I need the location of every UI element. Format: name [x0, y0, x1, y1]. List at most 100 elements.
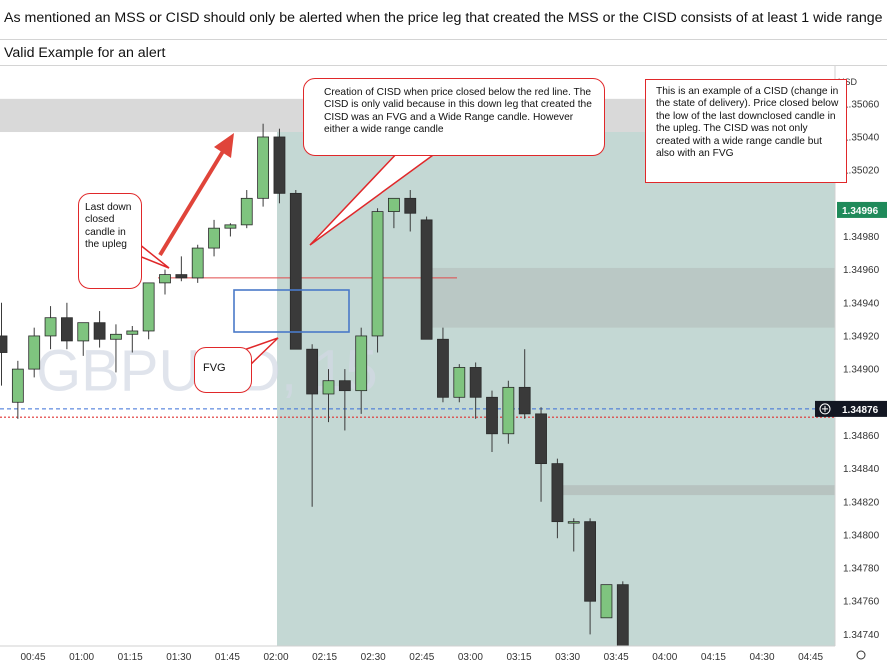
- candle-body: [355, 335, 368, 392]
- candle-body: [306, 348, 319, 395]
- axes: USD 1.35060 1.35040 1.35020 1.34980 1.34960 1.…: [0, 66, 887, 662]
- red-arrow-shaft: [158, 146, 227, 257]
- price-tick-label: 1.34960: [843, 265, 880, 276]
- callout-fvg: FVG: [194, 347, 252, 393]
- price-tick-label: 1.34800: [843, 530, 880, 541]
- candle-body: [469, 367, 482, 398]
- highlight-zone: [277, 132, 835, 647]
- gray-zone-low: [558, 485, 835, 496]
- sheet-row-1[interactable]: As mentioned an MSS or CISD should only …: [0, 0, 887, 40]
- candle-body: [0, 335, 8, 353]
- time-tick-label: 03:45: [604, 652, 629, 662]
- time-tick-label: 01:00: [69, 652, 94, 662]
- price-label-green: 1.34996: [842, 206, 879, 217]
- annotations: [138, 133, 443, 367]
- time-tick-label: 02:15: [312, 652, 337, 662]
- settings-gear-icon: [856, 650, 866, 660]
- candle-body: [404, 197, 417, 214]
- candle-body: [93, 322, 106, 340]
- callout-cisd-creation-text: Creation of CISD when price closed below…: [324, 87, 592, 136]
- time-tick-label: 02:45: [409, 652, 434, 662]
- time-tick-label: 04:15: [701, 652, 726, 662]
- candle-body: [338, 380, 351, 392]
- candle-body: [289, 192, 302, 350]
- price-label-dark-bg: [815, 400, 887, 417]
- callout-cisd-creation: Creation of CISD when price closed below…: [303, 78, 605, 156]
- sheet-row-2[interactable]: Valid Example for an alert: [0, 40, 887, 66]
- candle-body: [77, 322, 90, 342]
- candle-body: [486, 396, 498, 435]
- candle-body: [191, 247, 204, 279]
- candle-body: [371, 211, 384, 337]
- price-tick-label: 1.34760: [843, 597, 880, 608]
- callout-example-text: This is an example of a CISD (change in …: [656, 86, 839, 160]
- candle-body: [453, 367, 466, 398]
- fvg-box: [233, 289, 350, 333]
- callout-last-down: Last down closed candle in the upleg: [78, 193, 142, 289]
- candle-body: [518, 386, 531, 415]
- price-tick-label: 1.34820: [843, 497, 880, 508]
- candle-body: [208, 227, 220, 249]
- price-tick-label: 1.34860: [843, 431, 880, 442]
- callout-example: This is an example of a CISD (change in …: [645, 79, 847, 183]
- callout-last-down-text: Last down closed candle in the upleg: [85, 202, 132, 251]
- candle-body: [61, 317, 73, 342]
- price-tick-label: 1.34920: [843, 331, 880, 342]
- time-tick-label: 04:00: [652, 652, 677, 662]
- price-levels: [0, 277, 835, 418]
- candle-body: [535, 413, 547, 465]
- row2-text: Valid Example for an alert: [4, 45, 166, 61]
- time-tick-label: 02:00: [263, 652, 288, 662]
- price-label-green-bg: [837, 201, 887, 218]
- price-axis-unit: USD: [838, 77, 858, 87]
- candle-body: [224, 224, 237, 229]
- candle-body: [420, 219, 433, 340]
- candle-body: [502, 386, 515, 435]
- price-tick-label: 1.34740: [843, 630, 880, 641]
- time-tick-label: 03:30: [555, 652, 580, 662]
- candle-body: [110, 333, 122, 340]
- candle-body: [240, 197, 253, 226]
- time-tick-label: 03:00: [458, 652, 483, 662]
- time-tick-label: 01:45: [215, 652, 240, 662]
- price-tick-label: 1.34780: [843, 564, 880, 575]
- time-tick-label: 04:30: [749, 652, 774, 662]
- candle-body: [44, 317, 57, 337]
- time-axis-bg: [0, 646, 887, 662]
- crosshair-plus-icon: [819, 403, 831, 415]
- price-tick-label: 1.35020: [843, 166, 880, 177]
- candle-body: [257, 136, 270, 199]
- candle-body: [616, 584, 629, 647]
- time-tick-label: 02:30: [361, 652, 386, 662]
- candle-body: [273, 136, 286, 194]
- candle-body: [600, 584, 613, 619]
- candle-body: [28, 335, 41, 370]
- time-tick-label: 03:15: [506, 652, 531, 662]
- price-tick-label: 1.34980: [843, 232, 880, 243]
- candle-body: [584, 521, 596, 602]
- price-label-dark: 1.34876: [842, 405, 879, 416]
- gray-zone-mid: [430, 267, 835, 328]
- candle-body: [159, 274, 171, 284]
- price-tick-label: 1.34900: [843, 365, 880, 376]
- candle-body: [175, 274, 188, 279]
- time-tick-label: 04:45: [798, 652, 823, 662]
- candle-body: [551, 463, 564, 523]
- callout-fvg-text: FVG: [203, 362, 226, 374]
- price-tick-label: 1.34840: [843, 464, 880, 475]
- time-tick-label: 00:45: [20, 652, 45, 662]
- price-tick-label: 1.34940: [843, 298, 880, 309]
- candle-body: [387, 197, 400, 212]
- candles: [0, 123, 629, 647]
- time-tick-label: 01:15: [118, 652, 143, 662]
- candle-body: [437, 338, 449, 398]
- price-tick-label: 1.35040: [843, 132, 880, 143]
- price-tick-label: 1.35060: [843, 99, 880, 110]
- candle-body: [322, 380, 335, 395]
- candle-body: [142, 282, 155, 332]
- candle-body: [11, 368, 24, 403]
- time-tick-label: 01:30: [166, 652, 191, 662]
- row1-text: As mentioned an MSS or CISD should only …: [4, 10, 887, 26]
- candle-body: [567, 521, 580, 524]
- red-arrow-head: [214, 133, 234, 158]
